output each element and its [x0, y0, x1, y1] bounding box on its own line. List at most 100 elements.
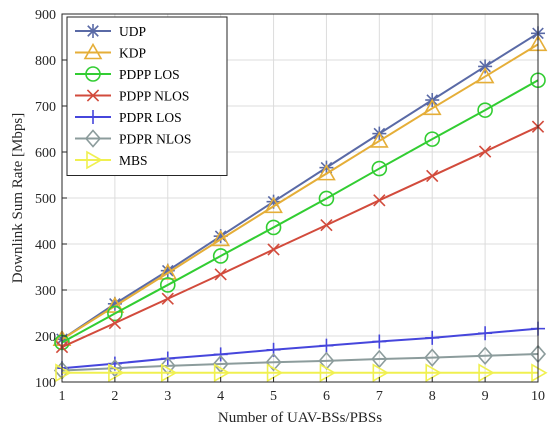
legend-label: MBS [119, 153, 148, 168]
series-line [61, 352, 539, 372]
x-tick-label: 4 [217, 389, 224, 404]
data-point [372, 334, 387, 349]
data-point [266, 363, 284, 383]
data-point [213, 229, 228, 244]
data-point [108, 363, 125, 383]
legend-box [66, 16, 228, 176]
data-point [158, 263, 178, 280]
data-point [159, 356, 176, 376]
series-group [52, 26, 548, 383]
legend-marker [86, 24, 100, 38]
marker-stroke [108, 316, 122, 330]
data-point [211, 229, 231, 247]
data-point [475, 66, 495, 84]
legend-entry: PDPP NLOS [75, 89, 189, 104]
data-point [267, 243, 280, 256]
y-tick-label: 900 [35, 8, 56, 23]
data-point [319, 338, 334, 353]
data-point [477, 346, 494, 365]
series-pdpr-los [55, 321, 545, 376]
x-axis-label: Number of UAV-BSs/PBSs [218, 410, 382, 426]
marker-stroke [214, 268, 227, 281]
data-point [212, 248, 229, 264]
data-point [317, 164, 336, 181]
x-tick-label: 6 [323, 389, 330, 404]
data-point [160, 363, 178, 383]
series-mbs [55, 363, 548, 383]
legend-entry: PDPR NLOS [75, 129, 191, 148]
y-tick-label: 400 [35, 238, 56, 253]
legend-marker [86, 150, 103, 170]
marker-stroke [267, 243, 280, 256]
data-point [369, 131, 389, 148]
data-point [264, 196, 283, 214]
legend-label: PDPP NLOS [119, 89, 189, 104]
data-point [213, 363, 231, 383]
legend: UDP KDP PDPP LOS PDPP NLOS PDPR LOS PDPR NLOS… [66, 16, 228, 176]
series-line [61, 125, 539, 348]
marker-stroke [161, 292, 174, 305]
y-tick-label: 800 [35, 54, 56, 69]
data-point [107, 305, 123, 322]
series-line [61, 43, 539, 341]
data-point [477, 102, 493, 118]
data-point [371, 349, 388, 369]
data-point [478, 145, 492, 158]
y-tick-label: 600 [35, 146, 56, 161]
marker-stroke [86, 89, 100, 102]
legend-label: KDP [119, 46, 146, 61]
x-tick-label: 5 [270, 389, 277, 404]
x-tick-label: 10 [531, 389, 545, 404]
marker-stroke [479, 60, 491, 73]
y-tick-label: 300 [35, 284, 56, 299]
y-tick-label: 700 [35, 100, 56, 115]
legend-entry: PDPP LOS [75, 66, 180, 82]
data-point [108, 316, 122, 330]
x-tick-label: 3 [164, 389, 171, 404]
legend-marker [85, 66, 101, 82]
data-point [424, 348, 441, 367]
data-point [320, 218, 333, 232]
series-line [61, 32, 539, 341]
data-point [318, 190, 335, 207]
data-point [55, 363, 72, 383]
series-line [61, 327, 539, 370]
data-point [478, 363, 495, 383]
data-point [372, 363, 389, 383]
y-tick-label: 500 [35, 192, 56, 207]
legend-entry: KDP [75, 42, 146, 61]
legend-entry: MBS [75, 150, 148, 170]
data-point [214, 268, 227, 281]
data-point [373, 194, 386, 207]
data-point [371, 160, 388, 177]
legend-label: UDP [119, 24, 146, 39]
data-point [161, 292, 174, 305]
tick-labels: 1 2 3 4 5 6 7 8 9 10 100 200 300 400 500 600 700 800 900 [35, 8, 545, 404]
x-tick-label: 7 [376, 389, 383, 404]
data-point [426, 169, 439, 183]
legend-marker [83, 42, 103, 60]
legend-label: PDPR NLOS [119, 132, 191, 147]
marker-stroke [373, 194, 386, 207]
y-tick-label: 200 [35, 330, 56, 345]
series-kdp [52, 34, 548, 347]
legend-entry: UDP [75, 24, 146, 39]
marker-stroke [478, 145, 492, 158]
y-tick-label: 100 [35, 376, 56, 391]
y-axis-label: Downlink Sum Rate [Mbps] [10, 113, 26, 283]
legend-marker [86, 110, 100, 124]
data-point [425, 363, 442, 383]
x-tick-label: 1 [59, 389, 66, 404]
legend-marker [84, 129, 102, 148]
legend-label: PDPR LOS [119, 110, 182, 125]
series-line [61, 79, 539, 344]
marker-stroke [426, 169, 439, 183]
x-tick-label: 9 [482, 389, 489, 404]
legend-entry: PDPR LOS [75, 110, 182, 125]
marker-stroke [214, 230, 227, 242]
legend-label: PDPP LOS [119, 67, 180, 82]
data-point [319, 363, 337, 383]
legend-marker [86, 89, 100, 102]
data-point [531, 363, 548, 383]
